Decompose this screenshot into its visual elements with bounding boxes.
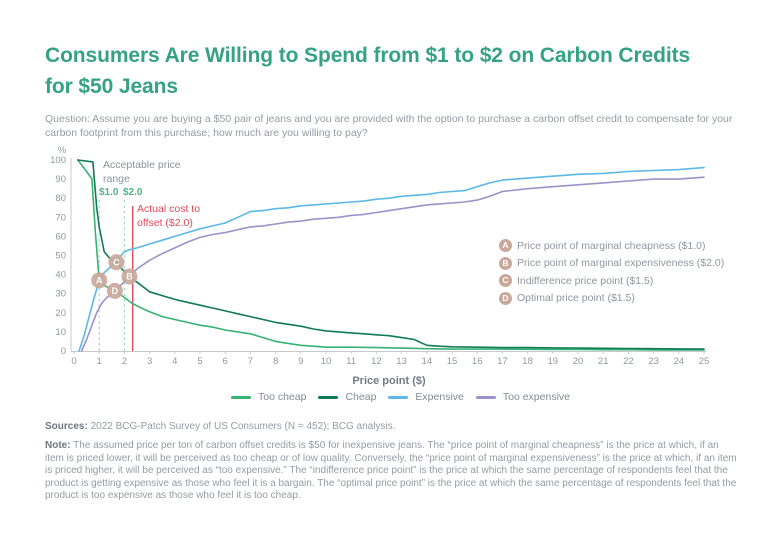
svg-text:19: 19	[548, 356, 559, 367]
svg-text:4: 4	[172, 356, 177, 367]
svg-text:16: 16	[472, 356, 483, 367]
sources-label: Sources:	[45, 421, 88, 432]
svg-text:A: A	[96, 276, 103, 286]
y-axis-unit-label: %	[58, 145, 67, 156]
legend-swatch-icon	[388, 395, 409, 399]
svg-text:2: 2	[122, 356, 127, 367]
svg-text:80: 80	[55, 193, 66, 204]
legend-label: Too cheap	[258, 391, 307, 403]
svg-text:9: 9	[298, 356, 303, 367]
legend-label: Too expensive	[502, 391, 571, 403]
key-item-D: D Optimal price point ($1.5)	[499, 290, 724, 308]
svg-text:90: 90	[55, 174, 66, 185]
key-badge-A: A	[499, 239, 512, 253]
svg-text:21: 21	[598, 356, 609, 367]
svg-text:0: 0	[71, 356, 76, 367]
legend-item-cheap: Cheap	[318, 391, 376, 403]
sources-text: 2022 BCG-Patch Survey of US Consumers (N…	[87, 421, 396, 432]
series-too-expensive	[80, 176, 705, 352]
svg-text:1: 1	[97, 356, 102, 367]
key-label-A: Price point of marginal cheapness ($1.0)	[517, 239, 706, 252]
legend-item-too-cheap: Too cheap	[231, 391, 306, 403]
svg-text:25: 25	[699, 356, 710, 367]
legend-item-too-expensive: Too expensive	[475, 391, 571, 403]
chart-legend: Too cheap Cheap Expensive Too expensive	[231, 391, 570, 403]
svg-text:15: 15	[447, 356, 458, 367]
svg-text:17: 17	[497, 356, 508, 367]
price-point-marker-C: C	[108, 254, 125, 271]
legend-label: Expensive	[415, 391, 464, 403]
x-axis-title: Price point ($)	[352, 375, 426, 387]
svg-text:50: 50	[55, 251, 66, 262]
svg-text:100: 100	[50, 155, 66, 166]
svg-text:8: 8	[273, 356, 278, 367]
svg-text:10: 10	[55, 327, 66, 338]
svg-text:11: 11	[346, 356, 356, 367]
legend-label: Cheap	[345, 391, 377, 403]
legend-item-expensive: Expensive	[388, 391, 464, 403]
svg-text:B: B	[126, 272, 133, 282]
key-badge-D: D	[499, 291, 512, 305]
svg-text:C: C	[113, 257, 120, 267]
y-axis-ticks: 0 10 20 30 40 50 60 70 80 90 100	[50, 155, 66, 357]
svg-text:D: D	[112, 286, 119, 296]
svg-text:7: 7	[248, 356, 253, 367]
legend-swatch-icon	[318, 395, 339, 399]
note-label: Note:	[45, 440, 71, 451]
key-label-C: Indifference price point ($1.5)	[517, 274, 654, 287]
key-label-B: Price point of marginal expensiveness ($…	[517, 257, 725, 270]
legend-swatch-icon	[231, 395, 251, 399]
svg-text:60: 60	[55, 231, 66, 242]
svg-text:20: 20	[573, 356, 584, 367]
sources-line: Sources: 2022 BCG-Patch Survey of US Con…	[45, 421, 737, 432]
svg-text:14: 14	[422, 356, 433, 367]
note-text: The assumed price per ton of carbon offs…	[45, 440, 737, 502]
svg-text:6: 6	[223, 356, 228, 367]
svg-text:3: 3	[147, 356, 152, 367]
price-point-marker-A: A	[91, 272, 108, 289]
key-item-B: B Price point of marginal expensiveness (…	[499, 255, 724, 273]
svg-text:10: 10	[321, 356, 332, 367]
svg-text:20: 20	[55, 308, 66, 319]
page-title: Consumers Are Willing to Spend from $1 t…	[45, 44, 691, 98]
acceptable-price-range-label: Acceptable price range	[103, 159, 181, 185]
survey-question-text: Question: Assume you are buying a $50 pa…	[45, 113, 733, 139]
price-point-marker-D: D	[106, 282, 123, 299]
svg-text:70: 70	[55, 212, 66, 223]
key-item-A: A Price point of marginal cheapness ($1.0…	[499, 237, 724, 255]
key-label-D: Optimal price point ($1.5)	[517, 292, 635, 305]
svg-text:0: 0	[61, 346, 66, 357]
svg-text:30: 30	[55, 289, 66, 300]
note-paragraph: Note: The assumed price per ton of carbo…	[45, 440, 739, 503]
actual-cost-annotation: Actual cost to offset ($2.0)	[137, 203, 201, 229]
x-axis-ticks: 0 1 2 3 4 5 6 7 8 9 10 11 12 13 14 15 16 17 18 19 20 21 22 23 24…	[71, 351, 710, 367]
svg-text:18: 18	[522, 356, 533, 367]
svg-text:24: 24	[674, 356, 685, 367]
legend-swatch-icon	[475, 395, 496, 399]
svg-text:13: 13	[396, 356, 407, 367]
svg-text:22: 22	[623, 356, 634, 367]
price-point-marker-B: B	[121, 268, 138, 285]
svg-text:23: 23	[648, 356, 659, 367]
marker-key-list: A Price point of marginal cheapness ($1.0…	[499, 237, 724, 307]
range-tick-label-1: $1.0	[99, 187, 119, 198]
svg-text:5: 5	[197, 356, 202, 367]
key-badge-B: B	[499, 256, 512, 270]
svg-text:12: 12	[371, 356, 382, 367]
svg-text:40: 40	[55, 270, 66, 281]
range-tick-label-2: $2.0	[123, 187, 143, 198]
key-badge-C: C	[499, 274, 512, 288]
key-item-C: C Indifference price point ($1.5)	[499, 272, 724, 290]
